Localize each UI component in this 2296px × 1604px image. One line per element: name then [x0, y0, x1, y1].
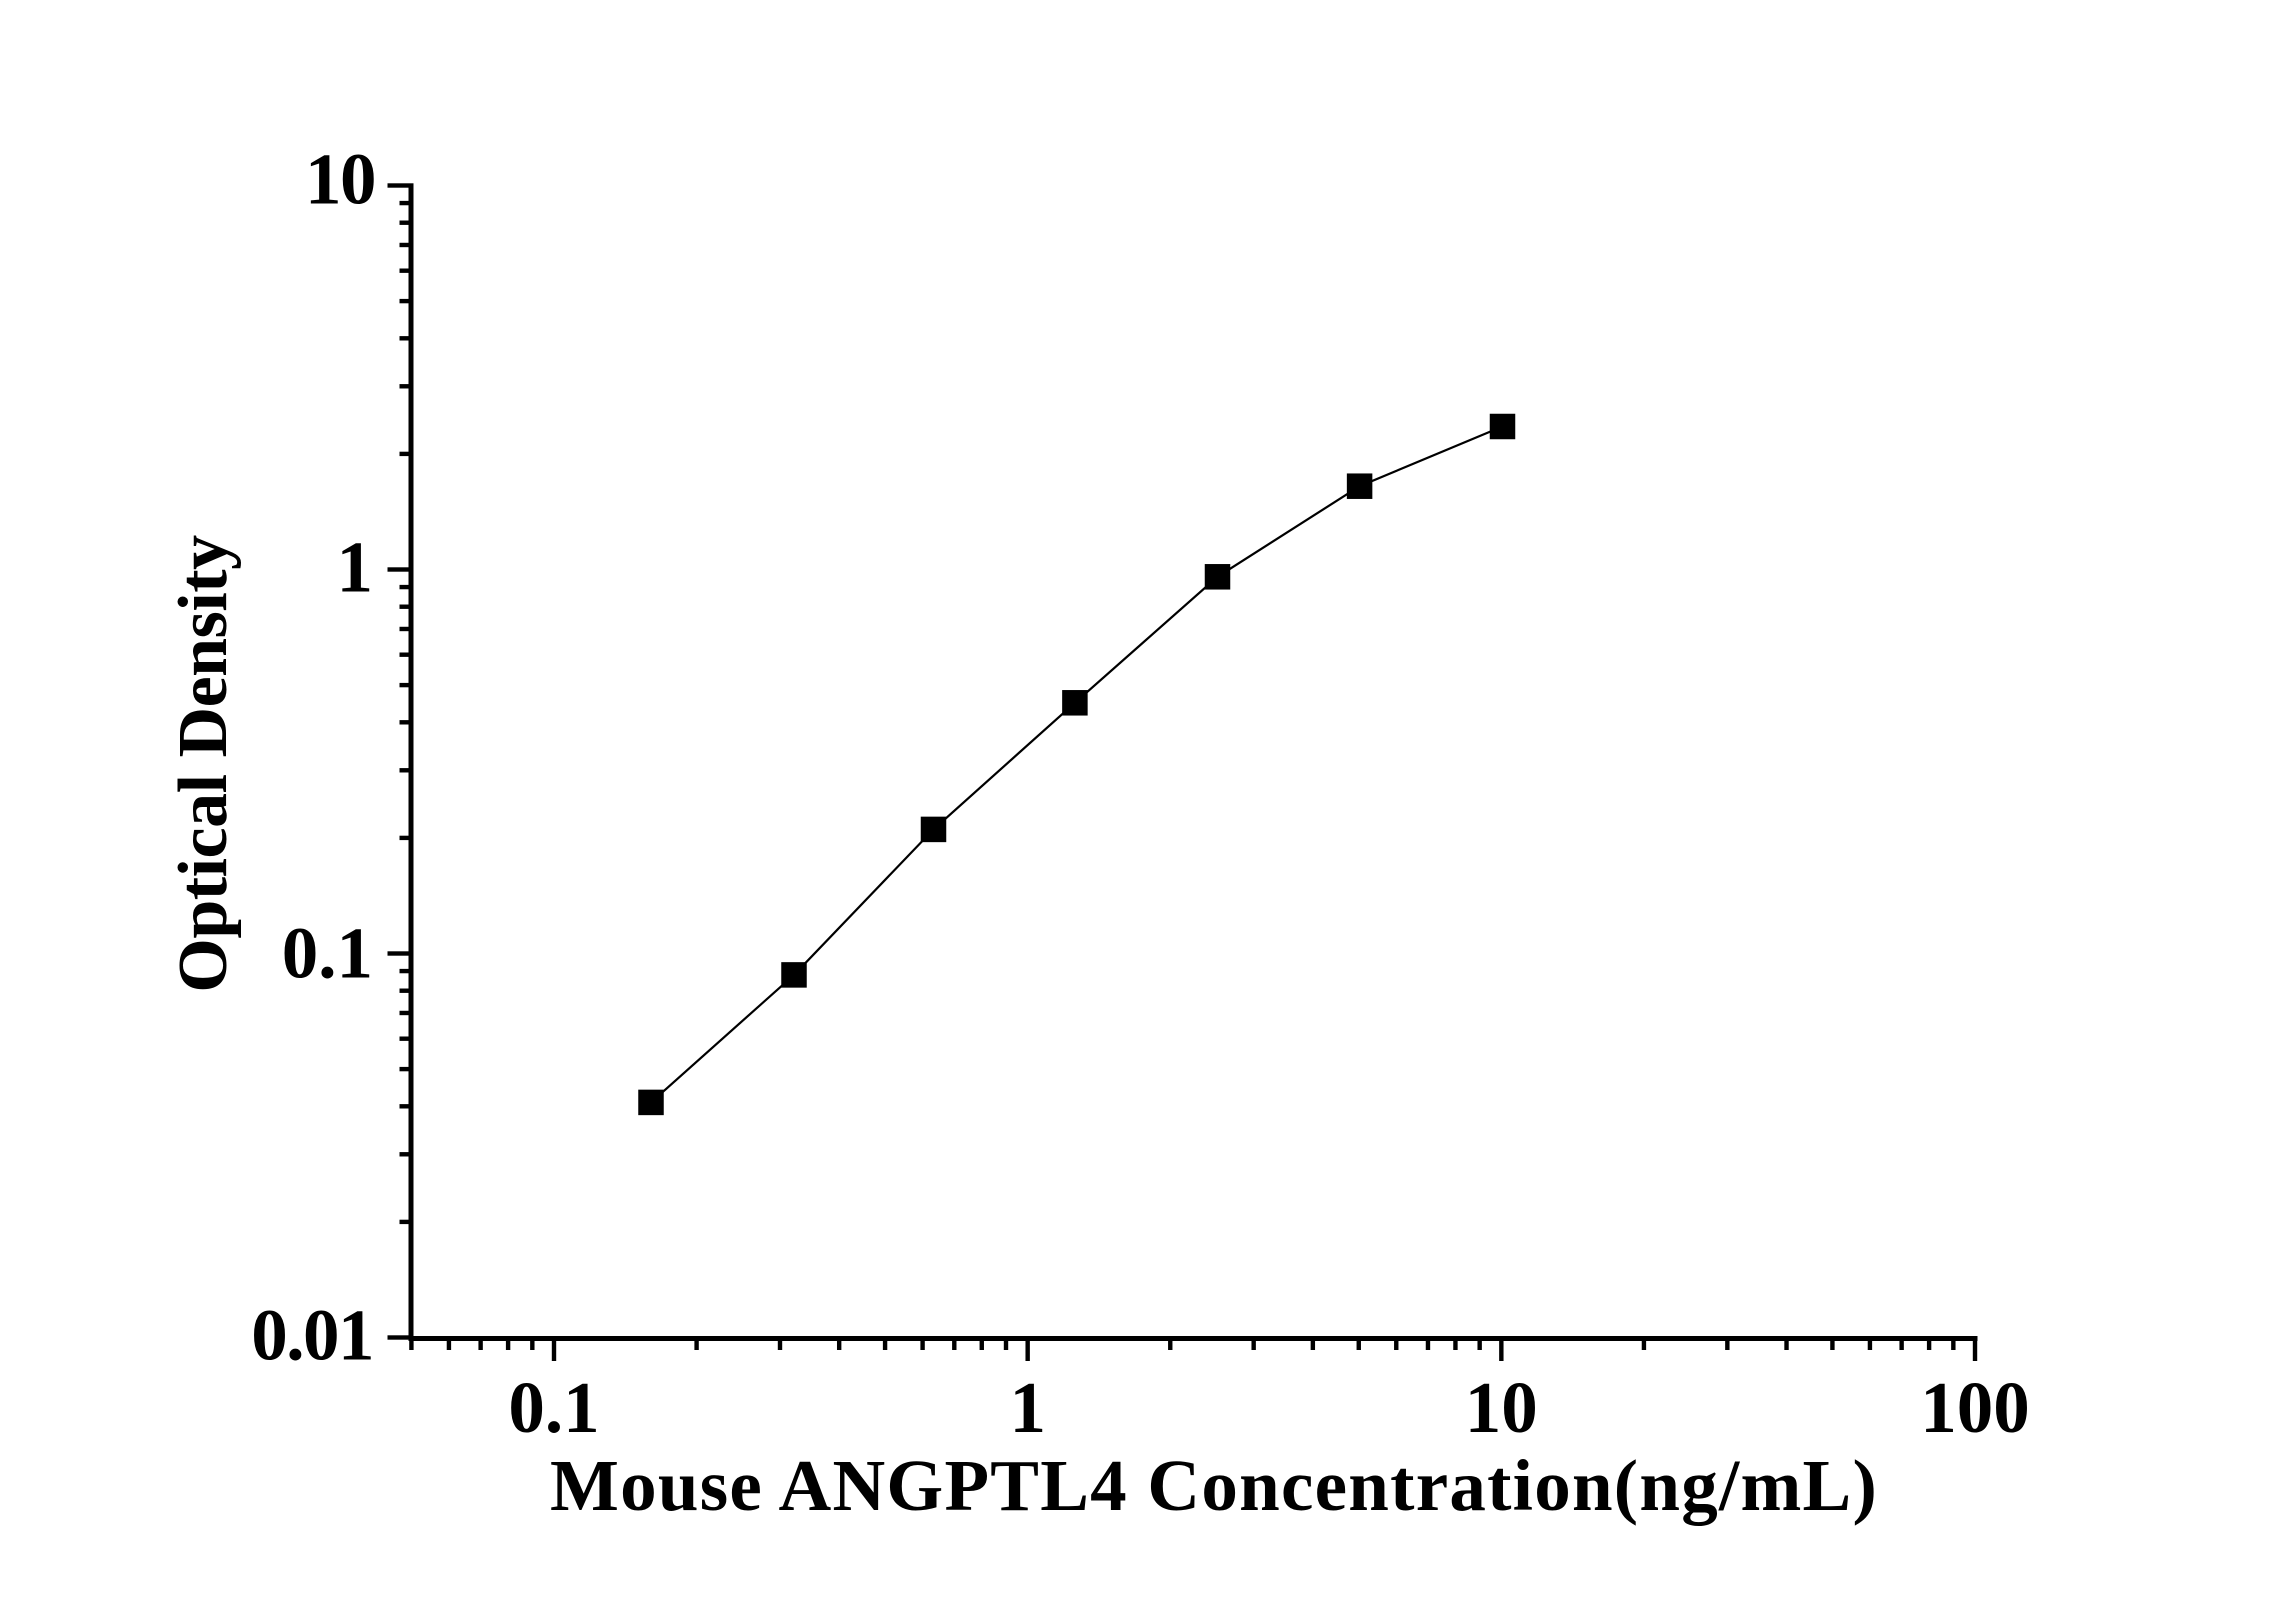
svg-text:0.1: 0.1 [282, 913, 373, 994]
svg-text:100: 100 [1920, 1367, 2030, 1448]
svg-text:Mouse ANGPTL4 Concentration(ng: Mouse ANGPTL4 Concentration(ng/mL) [550, 1445, 1878, 1526]
svg-text:1: 1 [1009, 1367, 1046, 1448]
svg-text:10: 10 [1465, 1367, 1538, 1448]
svg-text:0.01: 0.01 [251, 1295, 373, 1376]
svg-text:10: 10 [305, 139, 375, 220]
svg-text:0.1: 0.1 [508, 1367, 599, 1448]
svg-text:1: 1 [337, 527, 374, 608]
svg-text:Optical Density: Optical Density [165, 535, 242, 993]
